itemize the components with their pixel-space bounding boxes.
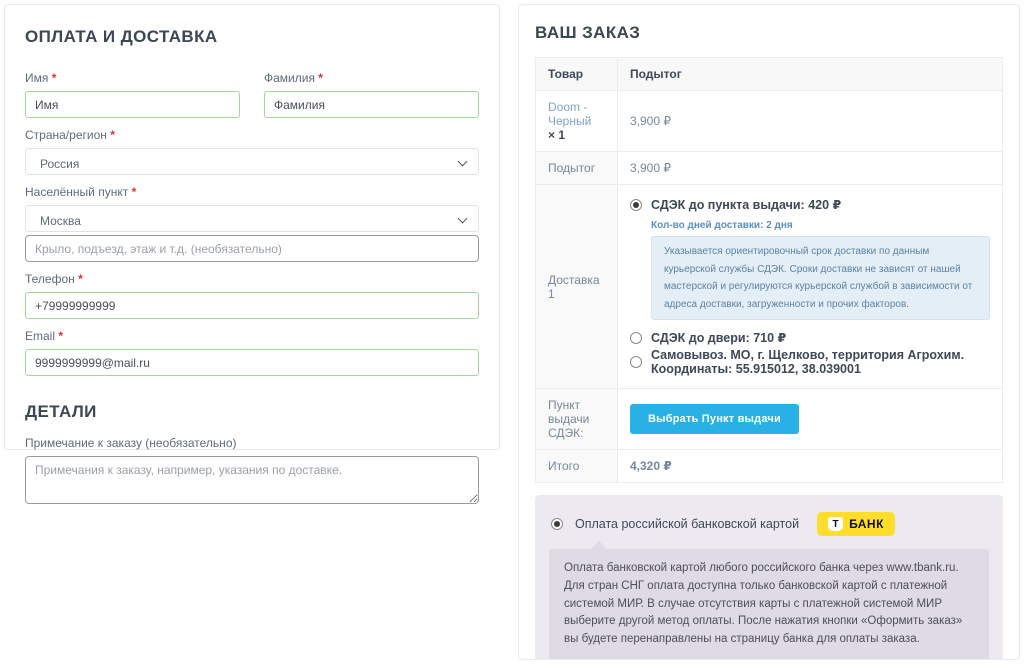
required-asterisk: * <box>110 128 115 142</box>
email-input[interactable] <box>25 349 479 376</box>
tbank-logo: Т БАНК <box>817 512 895 536</box>
order-table: Товар Подытог Doom - Черный × 1 3,900 ₽ … <box>535 57 1003 483</box>
shipping-row: Доставка 1 СДЭК до пункта выдачи: 420 ₽ … <box>535 184 1003 389</box>
city-select[interactable]: Москва <box>25 205 479 232</box>
product-row: Doom - Черный × 1 3,900 ₽ <box>535 90 1003 152</box>
subtotal-value: 3,900 ₽ <box>617 151 1003 185</box>
subtotal-row: Подытог 3,900 ₽ <box>535 151 1003 185</box>
city-label-text: Населённый пункт <box>25 185 129 199</box>
email-label-text: Email <box>25 329 56 343</box>
required-asterisk: * <box>51 71 57 85</box>
subtotal-label: Подытог <box>535 151 618 185</box>
total-label: Итого <box>535 449 618 483</box>
name-row: Имя * Фамилия * <box>25 61 479 118</box>
shipping-option-selfpickup[interactable]: Самовывоз. МО, г. Щелково, территория Аг… <box>630 348 990 376</box>
shipping-option-door[interactable]: СДЭК до двери: 710 ₽ <box>630 330 990 345</box>
pickup-point-cell: Выбрать Пункт выдачи <box>617 388 1003 450</box>
last-name-label-text: Фамилия <box>264 71 315 85</box>
product-column-header: Товар <box>535 57 618 91</box>
required-asterisk: * <box>78 272 83 286</box>
first-name-label-text: Имя <box>25 71 49 85</box>
shipping-option-text: СДЭК до пункта выдачи: <box>651 198 805 212</box>
order-note-label: Примечание к заказу (необязательно) <box>25 436 237 450</box>
payment-description-text: Оплата банковской картой любого российск… <box>564 562 963 646</box>
details-title: ДЕТАЛИ <box>25 402 97 421</box>
product-link[interactable]: Doom - Черный <box>548 100 592 128</box>
radio-icon[interactable] <box>630 356 642 368</box>
country-select[interactable]: Россия <box>25 148 479 175</box>
pickup-point-row: Пункт выдачи СДЭК: Выбрать Пункт выдачи <box>535 388 1003 450</box>
required-asterisk: * <box>58 329 64 343</box>
phone-label: Телефон * <box>25 272 479 286</box>
billing-title: ОПЛАТА И ДОСТАВКА <box>25 27 218 46</box>
city-label: Населённый пункт * <box>25 185 479 199</box>
first-name-label: Имя * <box>25 71 240 85</box>
country-label: Страна/регион * <box>25 128 479 142</box>
radio-selected-icon[interactable] <box>630 198 642 211</box>
tbank-wordmark: БАНК <box>849 517 884 531</box>
shipping-option-label: Самовывоз. МО, г. Щелково, территория Аг… <box>651 348 965 376</box>
order-card: ВАШ ЗАКАЗ Товар Подытог Doom - Черный × … <box>518 4 1020 660</box>
chevron-down-icon <box>457 156 468 167</box>
tbank-shield-icon: Т <box>828 517 844 531</box>
total-row: Итого 4,320 ₽ <box>535 449 1003 483</box>
payment-agreement-line: Оформляя заказ на нашем сайте Вы автомат… <box>564 659 974 660</box>
first-name-input[interactable] <box>25 91 240 118</box>
shipping-option-price: 420 ₽ <box>808 198 842 212</box>
country-selected-value: Россия <box>40 157 80 171</box>
choose-pickup-point-button[interactable]: Выбрать Пункт выдачи <box>630 404 799 434</box>
required-asterisk: * <box>318 71 323 85</box>
last-name-label: Фамилия * <box>264 71 479 85</box>
product-cell: Doom - Черный × 1 <box>535 90 618 152</box>
subtotal-column-header: Подытог <box>617 57 1003 91</box>
total-value: 4,320 ₽ <box>617 449 1003 483</box>
product-price: 3,900 ₽ <box>617 90 1003 152</box>
product-quantity: × 1 <box>548 128 566 142</box>
country-label-text: Страна/регион <box>25 128 107 142</box>
order-title: ВАШ ЗАКАЗ <box>535 23 641 42</box>
phone-input[interactable] <box>25 292 479 319</box>
payment-description-box: Оплата банковской картой любого российск… <box>549 541 989 660</box>
email-label: Email * <box>25 329 479 343</box>
table-header-row: Товар Подытог <box>535 57 1003 91</box>
shipping-option-label: СДЭК до двери: 710 ₽ <box>651 330 786 345</box>
phone-label-text: Телефон <box>25 272 75 286</box>
pickup-point-label: Пункт выдачи СДЭК: <box>535 388 618 450</box>
delivery-days-note: Кол-во дней доставки: 2 дня <box>651 220 793 231</box>
city-selected-value: Москва <box>40 214 81 228</box>
shipping-label: Доставка 1 <box>535 184 618 389</box>
radio-selected-icon[interactable] <box>551 518 563 530</box>
address2-input[interactable] <box>25 235 479 262</box>
delivery-info-box: Указывается ориентировочный срок доставк… <box>651 236 990 320</box>
shipping-option-text: СДЭК до двери: <box>651 331 750 345</box>
payment-option-card[interactable]: Оплата российской банковской картой Т БА… <box>549 508 989 540</box>
last-name-input[interactable] <box>264 91 479 118</box>
required-asterisk: * <box>131 185 137 199</box>
order-note-textarea[interactable] <box>25 456 479 504</box>
tbank-letter: Т <box>832 518 839 530</box>
chevron-down-icon <box>457 213 468 224</box>
billing-card: ОПЛАТА И ДОСТАВКА Имя * Фамилия * Страна… <box>4 4 500 504</box>
shipping-option-pickup-point[interactable]: СДЭК до пункта выдачи: 420 ₽ <box>630 197 990 212</box>
radio-icon[interactable] <box>630 331 642 344</box>
payment-section: Оплата российской банковской картой Т БА… <box>535 495 1003 660</box>
shipping-option-label: СДЭК до пункта выдачи: 420 ₽ <box>651 197 841 212</box>
shipping-option-price: 710 ₽ <box>753 331 787 345</box>
shipping-options-cell: СДЭК до пункта выдачи: 420 ₽ Кол-во дней… <box>617 184 1003 389</box>
payment-card-label: Оплата российской банковской картой <box>575 517 800 531</box>
